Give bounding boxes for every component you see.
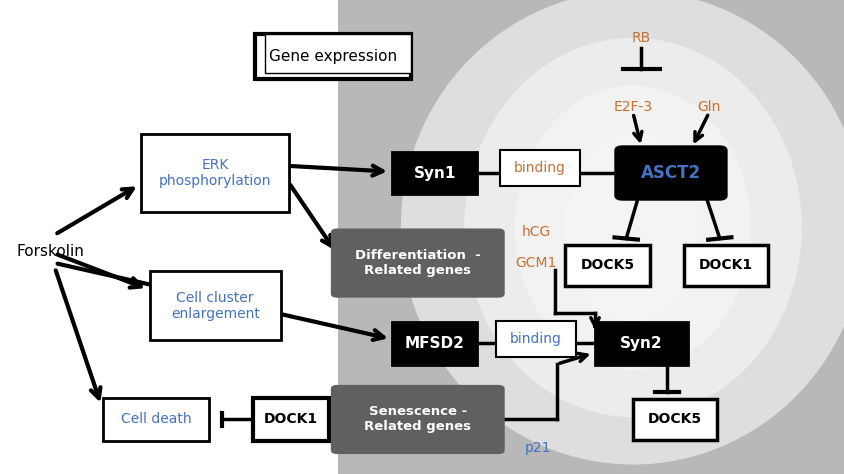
Text: DOCK5: DOCK5: [648, 412, 702, 427]
Text: ASCT2: ASCT2: [641, 164, 701, 182]
Bar: [103, 398, 209, 441]
Text: MFSD2: MFSD2: [405, 336, 464, 351]
Ellipse shape: [515, 85, 751, 370]
Bar: [265, 35, 411, 73]
Bar: [565, 246, 650, 285]
Text: binding: binding: [510, 332, 562, 346]
Bar: [338, 0, 844, 474]
Bar: [392, 322, 477, 365]
Bar: [633, 399, 717, 440]
Text: E2F-3: E2F-3: [614, 100, 652, 114]
Bar: [150, 271, 280, 340]
Text: ERK
phosphorylation: ERK phosphorylation: [159, 158, 272, 188]
Text: Forskolin: Forskolin: [17, 244, 84, 259]
Text: Syn1: Syn1: [414, 165, 456, 181]
Ellipse shape: [464, 38, 802, 417]
Text: Senescence -
Related genes: Senescence - Related genes: [365, 405, 471, 434]
Bar: [255, 35, 411, 79]
Text: Gln: Gln: [697, 100, 721, 114]
Text: DOCK1: DOCK1: [264, 412, 318, 427]
Text: hCG: hCG: [522, 225, 550, 239]
Text: binding: binding: [514, 161, 566, 175]
Text: Cell cluster
enlargement: Cell cluster enlargement: [170, 291, 260, 321]
Text: Cell death: Cell death: [121, 412, 192, 427]
Text: Gene expression: Gene expression: [269, 49, 398, 64]
Text: Differentiation  -
Related genes: Differentiation - Related genes: [355, 249, 480, 277]
Bar: [684, 246, 768, 285]
FancyBboxPatch shape: [331, 228, 505, 298]
Text: Syn2: Syn2: [620, 336, 663, 351]
Bar: [496, 321, 576, 357]
FancyBboxPatch shape: [616, 147, 726, 200]
Text: RB: RB: [632, 31, 651, 45]
Text: DOCK1: DOCK1: [699, 258, 753, 273]
Text: p21: p21: [525, 441, 552, 455]
FancyBboxPatch shape: [331, 385, 505, 454]
Bar: [595, 322, 688, 365]
Ellipse shape: [401, 0, 844, 465]
Bar: [141, 134, 289, 212]
Text: GCM1: GCM1: [515, 256, 557, 270]
Bar: [500, 151, 580, 186]
Bar: [392, 152, 477, 194]
Text: DOCK5: DOCK5: [581, 258, 635, 273]
Bar: [253, 398, 329, 441]
Ellipse shape: [565, 133, 701, 322]
